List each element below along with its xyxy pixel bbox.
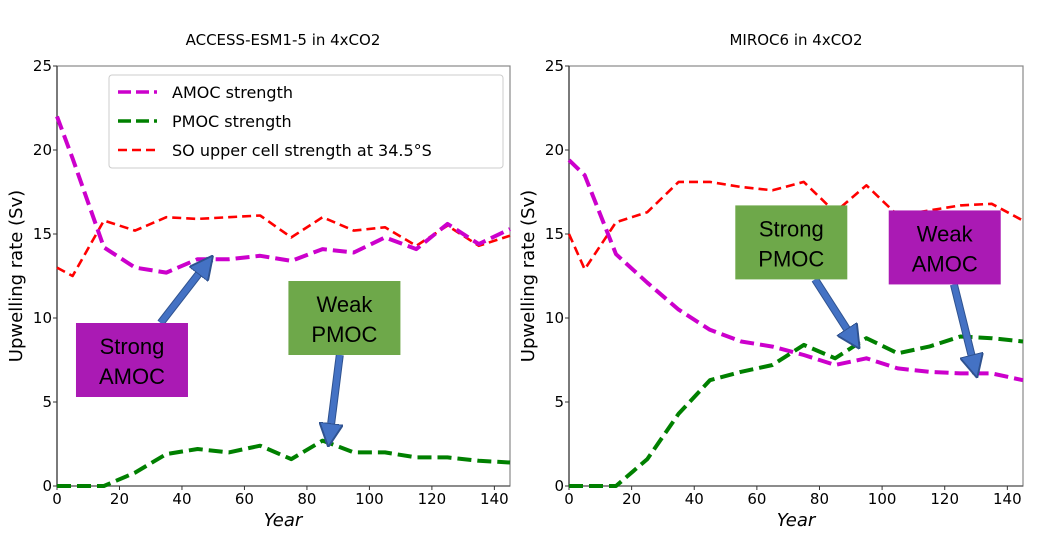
plot-area: 0 20 40 60 80 100 120 140 0 5 10 15 20 25 Strong PMOC We… bbox=[545, 57, 1024, 508]
x-tick-label: 60 bbox=[747, 490, 766, 508]
y-tick-label: 5 bbox=[554, 393, 564, 411]
x-tick-label: 100 bbox=[868, 490, 897, 508]
y-tick-label: 25 bbox=[545, 57, 564, 75]
x-tick-label: 20 bbox=[110, 490, 129, 508]
x-axis-label: Year bbox=[777, 510, 817, 531]
y-axis-label: Upwelling rate (Sv) bbox=[6, 190, 27, 362]
x-tick-label: 120 bbox=[930, 490, 959, 508]
series-line-so-upper-cell bbox=[567, 180, 1024, 271]
x-tick-label: 140 bbox=[993, 490, 1022, 508]
x-tick-label: 80 bbox=[297, 490, 316, 508]
panel-access-esm1-5: ACCESS-ESM1-5 in 4xCO2 Upwelling rate (S… bbox=[6, 31, 511, 531]
x-tick-label: 0 bbox=[52, 490, 62, 508]
y-tick-label: 10 bbox=[33, 309, 52, 327]
annotation-arrow-fill bbox=[812, 277, 857, 344]
annotation-text: Weak bbox=[917, 221, 974, 246]
y-tick-label: 20 bbox=[33, 141, 52, 159]
annotation-arrow-fill bbox=[329, 354, 340, 442]
annotation-box bbox=[735, 205, 848, 280]
series-line-amoc bbox=[55, 115, 511, 275]
x-tick-label: 140 bbox=[480, 490, 509, 508]
legend: AMOC strength PMOC strength SO upper cel… bbox=[108, 74, 504, 169]
y-tick-label: 0 bbox=[554, 477, 564, 495]
annotation-text: AMOC bbox=[912, 251, 978, 276]
x-tick-label: 40 bbox=[172, 490, 191, 508]
series-line-pmoc bbox=[57, 438, 511, 488]
y-tick-label: 25 bbox=[33, 57, 52, 75]
y-tick-label: 10 bbox=[545, 309, 564, 327]
legend-label-pmoc: PMOC strength bbox=[172, 112, 292, 131]
series-line-so-upper-cell bbox=[56, 214, 511, 278]
legend-box bbox=[108, 74, 504, 169]
legend-label-so: SO upper cell strength at 34.5°S bbox=[172, 141, 432, 160]
y-tick-label: 15 bbox=[545, 225, 564, 243]
chart-title: ACCESS-ESM1-5 in 4xCO2 bbox=[186, 31, 381, 49]
x-tick-label: 20 bbox=[622, 490, 641, 508]
y-tick-label: 0 bbox=[42, 477, 52, 495]
annotation-text: Strong bbox=[100, 334, 165, 359]
legend-label-amoc: AMOC strength bbox=[172, 83, 293, 102]
annotation-text: PMOC bbox=[311, 322, 377, 347]
annotation-box bbox=[75, 323, 188, 397]
annotation-text: AMOC bbox=[99, 364, 165, 389]
x-tick-label: 60 bbox=[235, 490, 254, 508]
y-tick-label: 20 bbox=[545, 141, 564, 159]
panel-miroc6: MIROC6 in 4xCO2 Upwelling rate (Sv) Year… bbox=[518, 31, 1024, 531]
series-line-amoc bbox=[567, 158, 1024, 383]
annotation-arrow-fill bbox=[951, 283, 976, 373]
series-line-pmoc bbox=[569, 334, 1024, 488]
x-tick-label: 120 bbox=[418, 490, 447, 508]
annotation-text: Strong bbox=[759, 216, 824, 241]
plot-area: 0 20 40 60 80 100 120 140 0 5 10 15 20 25 Strong AMOC We… bbox=[33, 57, 511, 508]
y-axis-label: Upwelling rate (Sv) bbox=[518, 190, 539, 362]
y-tick-label: 5 bbox=[42, 393, 52, 411]
annotation-text: PMOC bbox=[758, 246, 824, 271]
chart-title: MIROC6 in 4xCO2 bbox=[729, 31, 862, 49]
x-axis-label: Year bbox=[264, 510, 304, 531]
x-tick-label: 80 bbox=[810, 490, 829, 508]
annotation-box bbox=[888, 210, 1001, 285]
x-tick-label: 100 bbox=[355, 490, 384, 508]
annotation-arrow-fill bbox=[158, 259, 210, 325]
y-tick-label: 15 bbox=[33, 225, 52, 243]
annotation-box bbox=[288, 281, 401, 355]
x-tick-label: 40 bbox=[685, 490, 704, 508]
x-tick-label: 0 bbox=[564, 490, 574, 508]
annotation-text: Weak bbox=[316, 292, 373, 317]
